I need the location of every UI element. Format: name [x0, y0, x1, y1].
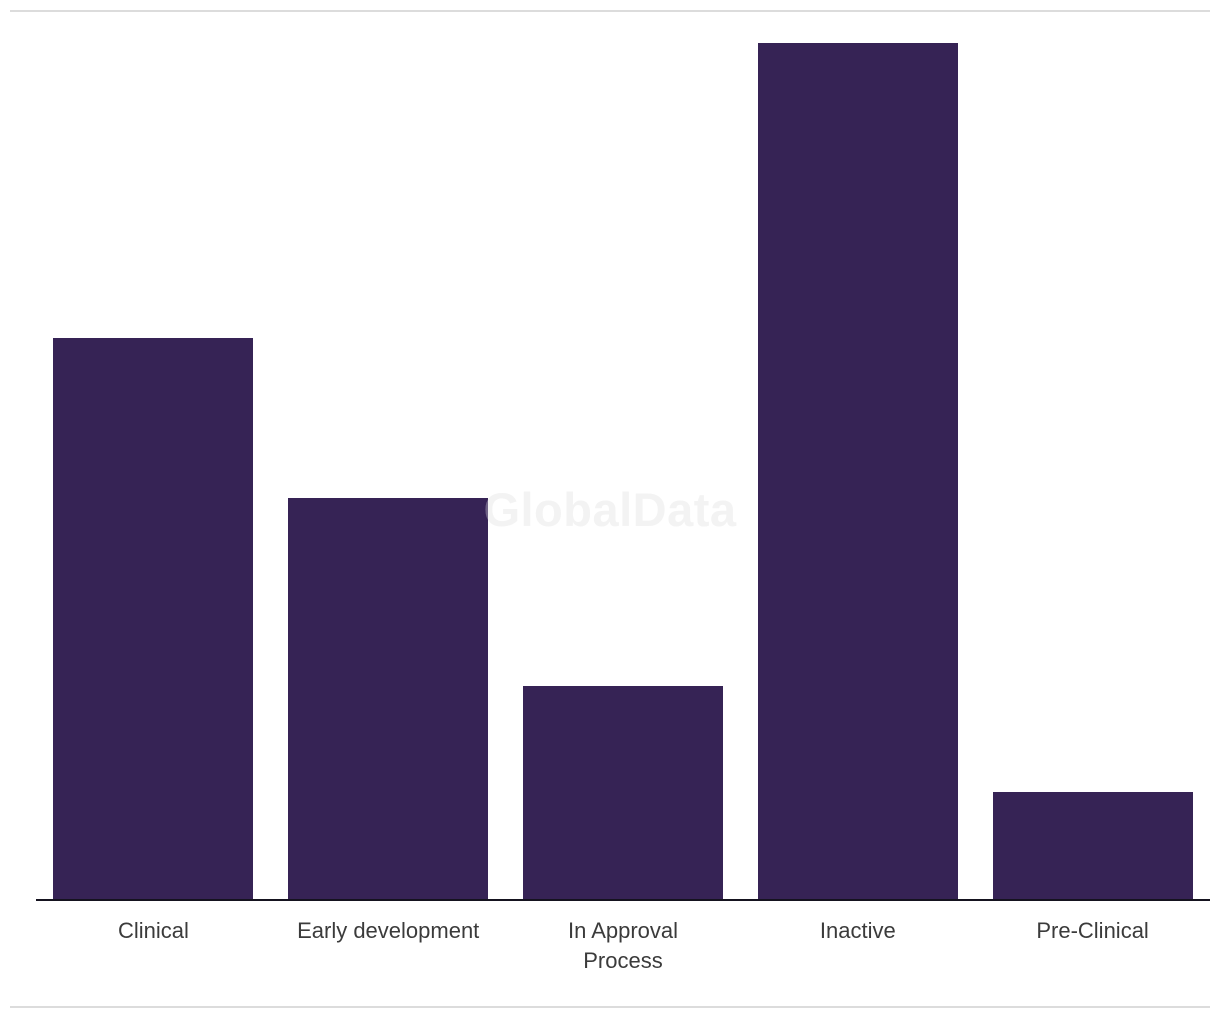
x-axis-label-inactive: Inactive: [819, 918, 896, 943]
bar-early-development[interactable]: [288, 498, 489, 900]
x-axis-label-pre-clinical: Pre-Clinical: [1036, 918, 1149, 943]
x-axis-label-in-approval-process: In Approval Process: [567, 918, 679, 973]
bar-in-approval-process[interactable]: [523, 686, 723, 900]
bar-clinical[interactable]: [53, 338, 254, 900]
bar-pre-clinical[interactable]: [992, 792, 1193, 900]
globaldata-watermark: GlobalData: [483, 483, 737, 536]
globaldata-watermark-overlay: GlobalData: [483, 483, 737, 536]
top-divider: [10, 10, 1210, 12]
x-axis-label-clinical: Clinical: [117, 918, 189, 943]
x-axis-line: [36, 899, 1210, 901]
bar-inactive[interactable]: [757, 43, 958, 900]
bottom-divider: [10, 1006, 1210, 1008]
x-axis-label-early-development: Early development: [297, 918, 480, 943]
